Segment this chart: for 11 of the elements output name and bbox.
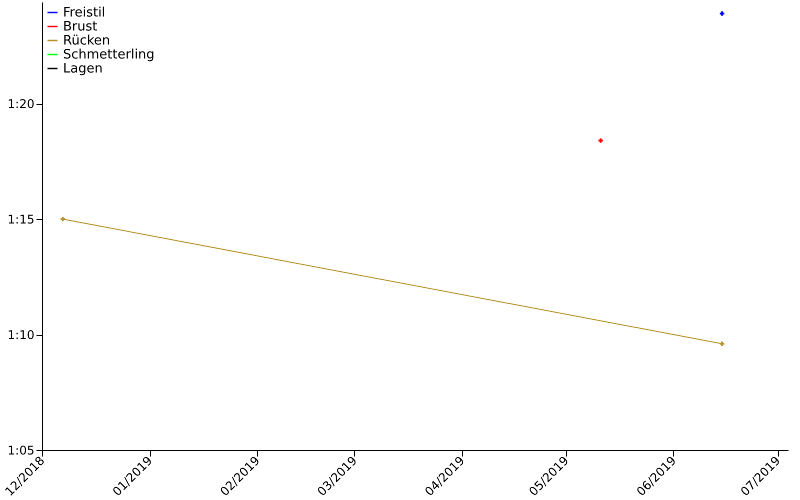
point xyxy=(60,216,66,222)
legend-label: Rücken xyxy=(63,34,110,48)
legend-label: Lagen xyxy=(63,62,103,76)
y-tick-label: 1:10 xyxy=(8,328,34,342)
legend-label: Brust xyxy=(63,20,98,34)
point xyxy=(720,342,724,346)
legend-label: Schmetterling xyxy=(63,48,155,62)
y-tick-label: 1:05 xyxy=(8,444,34,458)
y-tick-label: 1:15 xyxy=(8,212,34,227)
legend-label: Freistil xyxy=(63,6,106,20)
y-tick-label: 1:20 xyxy=(8,97,34,112)
